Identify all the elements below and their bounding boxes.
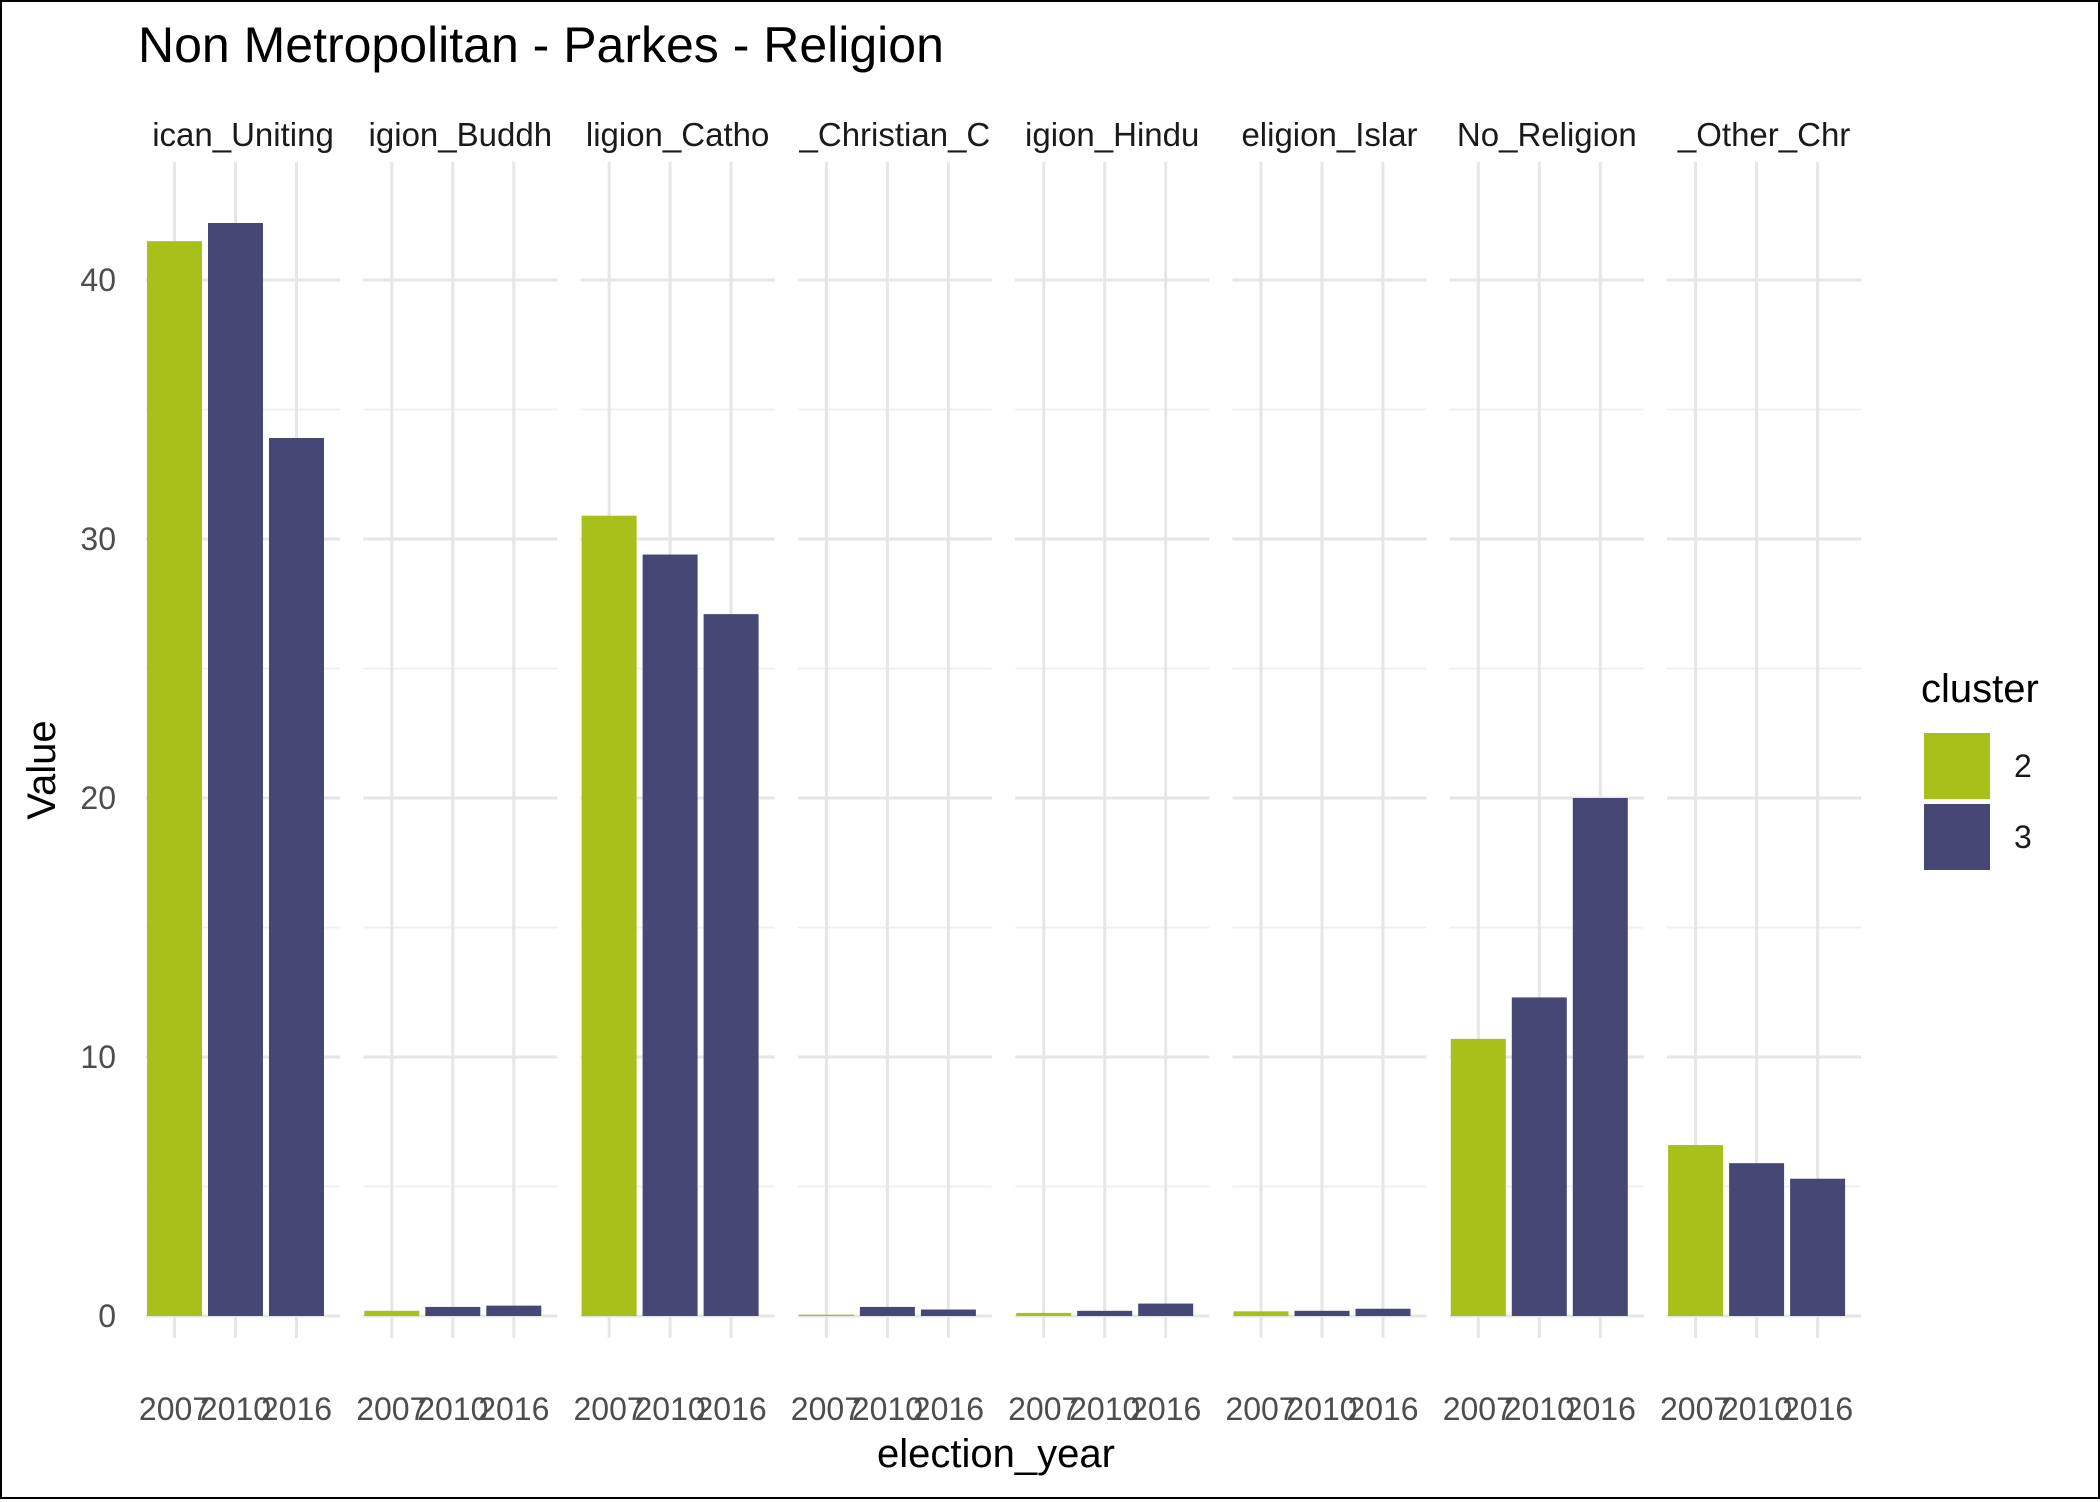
- legend-label-2: 2: [2014, 748, 2032, 784]
- bar-igion_Hindu-2016: [1138, 1303, 1194, 1316]
- bar-_Christian_C-2007: [798, 1314, 854, 1316]
- bar-igion_Hindu-2007: [1016, 1312, 1072, 1316]
- facet-strip-labels: ican_Uniting igion_Buddh ligion_Catho _Chri…: [152, 116, 1850, 153]
- legend: cluster 2 3: [1921, 667, 2039, 870]
- facet-strip-label: eligion_Islar: [1241, 116, 1417, 153]
- x-tick-label: 2007: [1225, 1391, 1296, 1427]
- facet-strip-label: No_Religion: [1457, 116, 1637, 153]
- y-tick-label: 40: [80, 262, 116, 298]
- bar-No_Religion-2016: [1572, 798, 1628, 1316]
- facet-strip-label: _Christian_C: [799, 116, 991, 153]
- bar-_Christian_C-2016: [920, 1309, 976, 1316]
- bar-eligion_Islar-2010: [1294, 1310, 1350, 1316]
- bar-ican_Uniting-2010: [208, 223, 263, 1316]
- bar-No_Religion-2010: [1511, 997, 1567, 1316]
- bar-igion_Buddh-2016: [486, 1305, 542, 1316]
- bar-igion_Buddh-2010: [425, 1306, 481, 1316]
- bar-_Other_Chr-2007: [1668, 1145, 1724, 1316]
- bar-eligion_Islar-2016: [1355, 1308, 1411, 1316]
- x-tick-label: 2007: [139, 1391, 210, 1427]
- x-tick-label: 2007: [1008, 1391, 1079, 1427]
- x-tick-label: 2016: [1565, 1391, 1636, 1427]
- x-tick-label: 2016: [478, 1391, 549, 1427]
- bar-ligion_Catho-2007: [581, 515, 637, 1316]
- bar-igion_Buddh-2007: [364, 1310, 420, 1316]
- y-axis-ticks: 0 10 20 30 40: [80, 262, 116, 1334]
- x-tick-label: 2010: [1069, 1391, 1140, 1427]
- facet-strip-label: ican_Uniting: [152, 116, 334, 153]
- x-tick-label: 2016: [696, 1391, 767, 1427]
- legend-swatch-2: [1924, 733, 1990, 799]
- x-tick-label: 2016: [1130, 1391, 1201, 1427]
- x-tick-label: 2007: [1443, 1391, 1514, 1427]
- bar-_Other_Chr-2016: [1790, 1178, 1846, 1316]
- bar-_Other_Chr-2010: [1729, 1163, 1785, 1316]
- x-tick-label: 2016: [261, 1391, 332, 1427]
- x-tick-label: 2016: [1782, 1391, 1853, 1427]
- legend-title: cluster: [1921, 667, 2039, 711]
- x-tick-label: 2010: [417, 1391, 488, 1427]
- gridlines: [146, 162, 1862, 1338]
- y-tick-label: 0: [98, 1298, 116, 1334]
- x-tick-label: 2010: [1504, 1391, 1575, 1427]
- x-tick-label: 2010: [852, 1391, 923, 1427]
- bar-eligion_Islar-2007: [1233, 1311, 1289, 1316]
- facet-strip-label: igion_Hindu: [1025, 116, 1199, 153]
- bar-ligion_Catho-2016: [703, 614, 759, 1316]
- x-tick-label: 2007: [356, 1391, 427, 1427]
- y-tick-label: 10: [80, 1039, 116, 1075]
- x-tick-label: 2010: [1286, 1391, 1357, 1427]
- x-tick-label: 2016: [913, 1391, 984, 1427]
- x-tick-label: 2007: [1660, 1391, 1731, 1427]
- legend-label-3: 3: [2014, 819, 2032, 855]
- bar-ican_Uniting-2007: [147, 241, 202, 1316]
- bar-_Christian_C-2010: [859, 1306, 915, 1316]
- y-axis-title: Value: [20, 720, 64, 819]
- legend-swatch-3: [1924, 804, 1990, 870]
- bar-No_Religion-2007: [1450, 1038, 1506, 1316]
- chart-title: Non Metropolitan - Parkes - Religion: [138, 17, 944, 73]
- x-tick-label: 2010: [635, 1391, 706, 1427]
- x-tick-label: 2010: [200, 1391, 271, 1427]
- x-tick-label: 2007: [574, 1391, 645, 1427]
- facet-strip-label: igion_Buddh: [369, 116, 553, 153]
- bar-ligion_Catho-2010: [642, 554, 698, 1316]
- x-axis-title: election_year: [877, 1432, 1115, 1476]
- bar-ican_Uniting-2016: [269, 437, 324, 1316]
- bars: [147, 223, 1846, 1316]
- y-tick-label: 20: [80, 780, 116, 816]
- facet-strip-label: _Other_Chr: [1677, 116, 1850, 153]
- y-tick-label: 30: [80, 521, 116, 557]
- x-tick-label: 2016: [1347, 1391, 1418, 1427]
- bar-igion_Hindu-2010: [1077, 1310, 1133, 1316]
- x-tick-label: 2007: [791, 1391, 862, 1427]
- x-tick-label: 2010: [1721, 1391, 1792, 1427]
- facet-strip-label: ligion_Catho: [586, 116, 769, 153]
